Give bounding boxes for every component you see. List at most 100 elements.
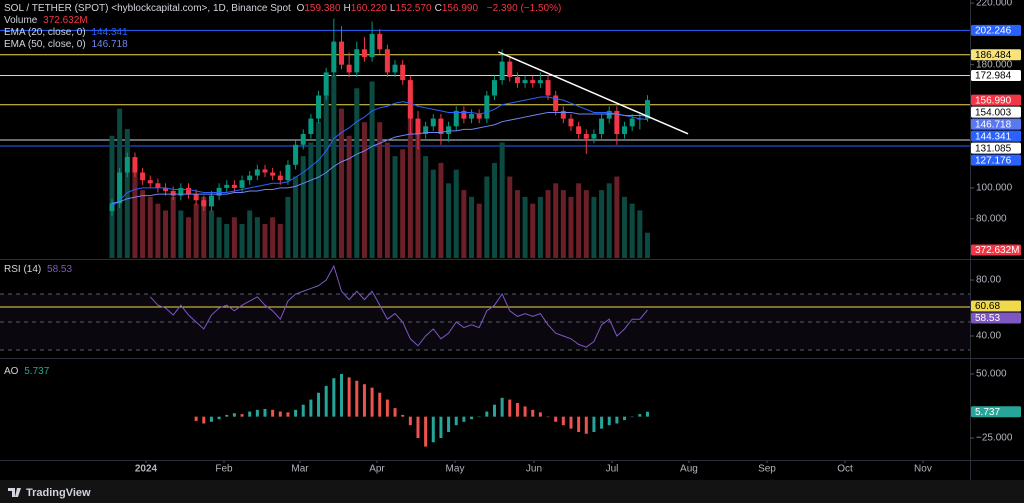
ao-bar	[347, 377, 351, 417]
volume-bar	[293, 176, 299, 258]
volume-bar	[622, 196, 628, 258]
candle-body	[484, 95, 490, 119]
ao-bar	[309, 399, 313, 417]
volume-bar	[377, 122, 383, 258]
volume-bar	[568, 196, 574, 258]
volume-bar	[614, 176, 620, 258]
ao-bar	[470, 416, 474, 420]
candle-body	[224, 184, 230, 188]
ema50-legend: EMA (50, close, 0) 146.718	[4, 39, 131, 51]
candle-body	[178, 187, 184, 196]
ao-bar	[577, 416, 581, 433]
candle-body	[522, 80, 528, 84]
ao-bar	[317, 392, 321, 417]
volume-bar	[537, 196, 543, 258]
candle-body	[384, 49, 390, 73]
candle-body	[185, 187, 191, 195]
y-tick-label: 80.000	[976, 213, 1007, 224]
ohlc-value: 156.990	[441, 3, 479, 14]
volume-bar	[185, 217, 191, 258]
ao-bar	[332, 378, 336, 417]
price-tag-label: 186.484	[975, 50, 1012, 61]
volume-bar	[430, 169, 436, 258]
ao-bar	[278, 411, 282, 417]
volume-bar	[147, 196, 153, 258]
candle-body	[239, 180, 245, 188]
ema-line	[111, 111, 648, 204]
rsi-line	[149, 264, 648, 348]
volume-bar	[216, 217, 222, 258]
ema-value: 146.718	[91, 39, 128, 50]
candle-body	[208, 195, 214, 207]
volume-bar	[637, 210, 643, 258]
candle-body	[262, 169, 268, 173]
candle-body	[361, 49, 367, 57]
ao-bar	[286, 412, 290, 417]
candle-body	[109, 203, 115, 212]
candle-body	[469, 113, 475, 119]
rsi-legend: RSI (14) 58.53	[4, 264, 75, 276]
candle-body	[400, 64, 406, 81]
ohlc-value: 160.220	[350, 3, 387, 14]
volume-bar	[476, 203, 482, 258]
candle-body	[491, 80, 497, 96]
ao-bar	[202, 416, 206, 424]
volume-bar	[491, 162, 497, 258]
candle-body	[338, 41, 344, 65]
candle-body	[170, 190, 176, 196]
volume-bar	[140, 190, 146, 258]
candle-body	[300, 134, 306, 145]
ema20-legend: EMA (20, close, 0) 144.341	[4, 27, 131, 39]
price-tag	[971, 69, 1021, 81]
y-tick-label: −25.000	[976, 433, 1013, 444]
ao-bar	[393, 408, 397, 417]
ao-bar	[584, 416, 588, 434]
candle-body	[216, 187, 222, 196]
ema-value: 144.341	[91, 27, 128, 38]
ao-bar	[615, 416, 619, 424]
volume-bar	[446, 183, 452, 258]
volume-bar	[369, 81, 375, 258]
ao-bar	[477, 416, 481, 418]
price-tag-label: 127.176	[975, 155, 1012, 166]
ao-bar	[630, 416, 634, 418]
ao-bar	[416, 416, 420, 439]
volume-bar	[469, 196, 475, 258]
volume-bar	[132, 169, 138, 258]
rsi-name: RSI (14)	[4, 264, 42, 275]
price-tag	[971, 406, 1021, 418]
volume-bar	[155, 203, 161, 258]
ao-legend: AO 5.737	[4, 366, 52, 378]
price-tag-label: 146.718	[975, 119, 1012, 130]
ao-bar	[447, 416, 451, 433]
candle-body	[140, 172, 146, 181]
volume-bar	[361, 122, 367, 258]
candle-body	[277, 175, 283, 181]
ao-bar	[531, 409, 535, 417]
x-tick-label: Feb	[215, 464, 233, 475]
candle-body	[560, 110, 566, 119]
candle-body	[377, 33, 383, 50]
candle-body	[117, 172, 123, 204]
volume-bar	[606, 183, 612, 258]
y-tick-label: 50.000	[976, 369, 1007, 380]
volume-bar	[415, 129, 421, 258]
candle-body	[423, 126, 429, 135]
ohlc-key: O	[296, 3, 305, 14]
ao-bar	[294, 409, 298, 417]
volume-bar	[407, 88, 413, 259]
volume-bar	[384, 142, 390, 258]
candle-body	[254, 169, 260, 176]
ao-bar	[378, 392, 382, 417]
candle-body	[163, 187, 169, 191]
volume-bar	[170, 196, 176, 258]
candle-body	[407, 80, 413, 119]
price-tag	[971, 300, 1021, 312]
ao-bar	[424, 416, 428, 447]
candle-body	[461, 110, 467, 119]
volume-bar	[323, 95, 329, 258]
candle-body	[622, 126, 628, 135]
candle-body	[530, 80, 536, 84]
candle-body	[308, 118, 314, 135]
price-tag	[971, 106, 1021, 118]
